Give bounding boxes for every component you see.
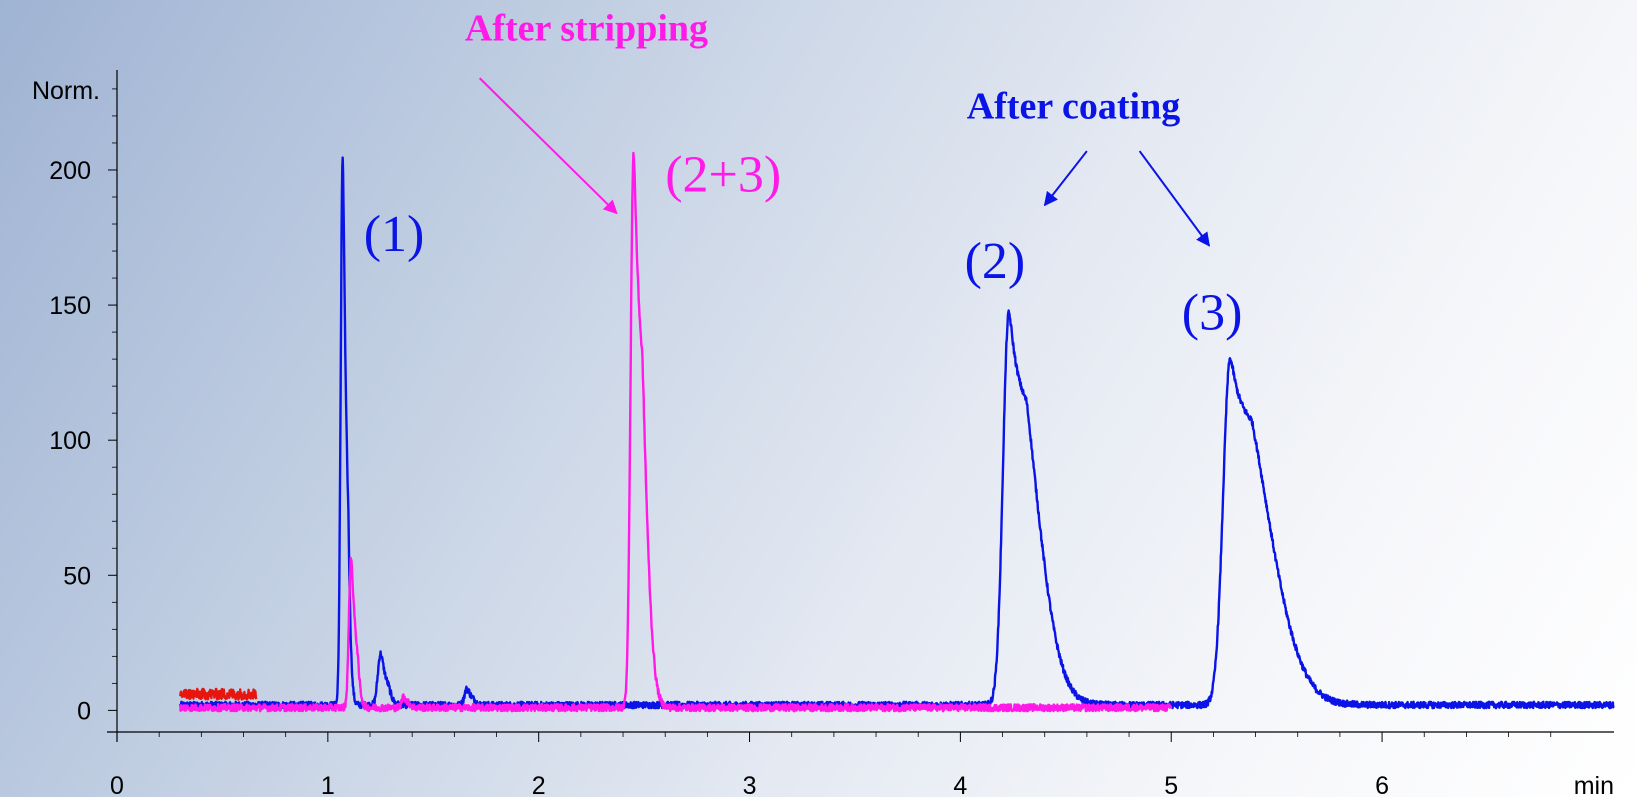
annotation-label: (2) [965, 233, 1026, 290]
x-tick-label: 0 [110, 772, 124, 797]
y-tick-label: 200 [49, 157, 91, 185]
x-axis-label: min [1574, 772, 1614, 797]
series-line-3 [179, 687, 258, 701]
x-tick-label: 5 [1164, 772, 1178, 797]
x-tick-label: 3 [743, 772, 757, 797]
y-tick-label: 50 [63, 562, 91, 590]
x-tick-label: 4 [953, 772, 967, 797]
x-tick-label: 2 [532, 772, 546, 797]
stripping-arrow [478, 77, 618, 215]
x-tick-label: 1 [321, 772, 335, 797]
annotation-label: (2+3) [665, 147, 781, 204]
series-line-2 [179, 151, 1173, 713]
y-tick-label: 0 [77, 697, 91, 725]
annotations: After stripping (2+3) (1) After coating (2) (… [364, 7, 1243, 341]
x-tick-label: 6 [1375, 772, 1389, 797]
series-layer [179, 151, 1615, 713]
annotation-label: After stripping [465, 7, 708, 49]
coating-arrow [1138, 150, 1211, 247]
y-axis-label: Norm. [32, 77, 100, 105]
annotation-label: (1) [364, 206, 425, 263]
annotation-label: After coating [967, 86, 1181, 128]
annotation-label: (3) [1182, 284, 1243, 341]
coating-arrow [1043, 150, 1088, 207]
y-tick-label: 100 [49, 427, 91, 455]
y-tick-label: 150 [49, 292, 91, 320]
axes: 0 50 100 150 200 0 1 2 3 4 5 6 [49, 70, 1614, 797]
